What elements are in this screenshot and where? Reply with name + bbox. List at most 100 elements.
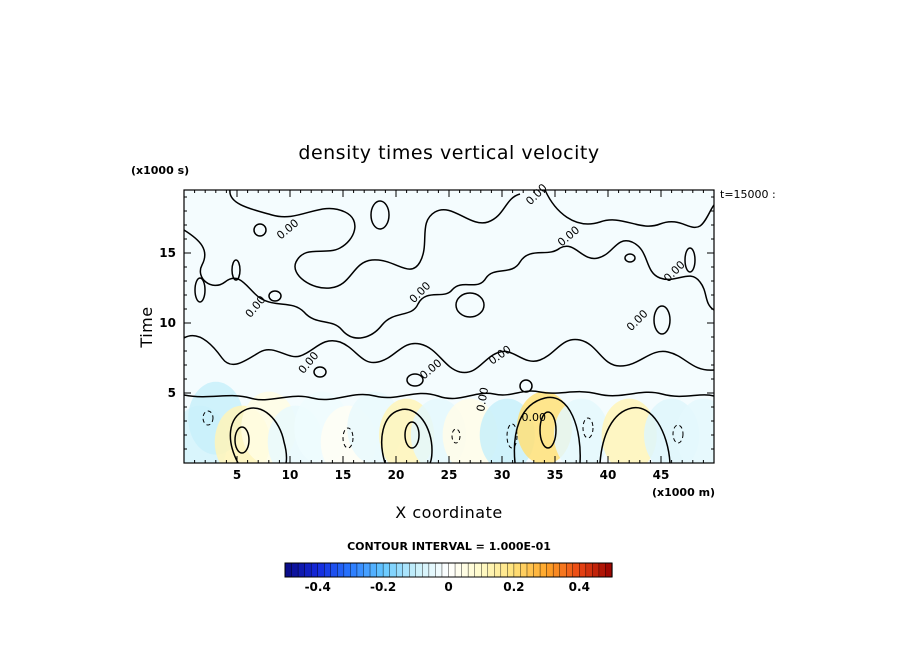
colorbar-tick-label: -0.2 — [370, 580, 396, 594]
zero-contour — [229, 190, 521, 289]
colorbar-segment — [559, 562, 567, 578]
negative-contour — [342, 427, 354, 449]
y-axis-label: Time — [137, 306, 156, 348]
colorbar-tick-label: 0 — [444, 580, 452, 594]
colorbar-segment — [500, 562, 508, 578]
colorbar-segment — [435, 562, 443, 578]
colorbar-segment — [310, 562, 319, 578]
colorbar-segment — [350, 562, 358, 578]
positive-contour — [404, 421, 420, 449]
colorbar-segment — [507, 562, 515, 578]
colorbar-segment — [448, 562, 456, 578]
colorbar-segment — [297, 562, 306, 578]
x-tick-label: 5 — [233, 468, 241, 482]
colorbar-segment — [343, 562, 351, 578]
y-tick-label: 10 — [159, 316, 176, 330]
colorbar-tick-label: -0.4 — [305, 580, 331, 594]
colorbar-segment — [598, 562, 607, 578]
small-contour — [624, 253, 636, 263]
colorbar-frame — [284, 562, 613, 578]
shading-layer — [184, 190, 714, 463]
x-axis: 5 10 15 20 25 30 35 40 45 — [194, 190, 704, 482]
zero-contour — [184, 335, 714, 374]
zero-contour — [184, 390, 714, 401]
field-cell — [601, 398, 657, 463]
negative-contour — [451, 428, 461, 444]
x-tick-label: 35 — [547, 468, 564, 482]
y-tick-label: 15 — [159, 246, 176, 260]
small-contour — [370, 200, 390, 230]
colorbar-segment — [409, 562, 417, 578]
colorbar-segment — [389, 562, 397, 578]
zero-contour — [184, 229, 561, 339]
colorbar-segment — [539, 562, 548, 578]
x-tick-label: 40 — [600, 468, 617, 482]
field-cell — [675, 398, 714, 463]
negative-contour — [202, 410, 214, 426]
colorbar-segment — [605, 562, 613, 578]
negative-contour — [582, 417, 594, 439]
zero-contour — [559, 240, 714, 311]
colorbar-segment — [395, 562, 404, 578]
small-contour — [194, 277, 206, 303]
x-axis-label: X coordinate — [395, 503, 502, 522]
colorbar-segment — [552, 562, 561, 578]
zero-contour — [513, 396, 581, 463]
x-tick-label: 25 — [441, 468, 458, 482]
colorbar-segment — [579, 562, 587, 578]
colorbar-segment — [454, 562, 463, 578]
x-tick-label: 15 — [335, 468, 352, 482]
negative-contour — [506, 423, 518, 449]
colorbar-segment — [369, 562, 378, 578]
colorbar-segment — [363, 562, 371, 578]
time-stamp: t=15000 : — [720, 188, 776, 201]
colorbar-segment — [337, 562, 345, 578]
colorbar-segment — [481, 562, 489, 578]
colorbar-segment — [526, 562, 535, 578]
colorbar-segment — [566, 562, 574, 578]
colorbar-segment — [572, 562, 580, 578]
small-contour — [313, 366, 327, 378]
contour-interval: CONTOUR INTERVAL = 1.000E-01 — [347, 540, 551, 553]
zero-contour — [599, 406, 671, 463]
small-contour — [406, 373, 424, 387]
colorbar-segment — [467, 562, 476, 578]
colorbar-segment — [356, 562, 365, 578]
y-tick-label: 5 — [168, 386, 176, 400]
colorbar-segment — [546, 562, 554, 578]
small-contour — [268, 290, 282, 302]
colorbar-segment — [533, 562, 541, 578]
colorbar-segment — [474, 562, 482, 578]
contour-label: 0.00 — [522, 411, 547, 424]
zero-contour — [544, 190, 714, 229]
small-contour — [455, 292, 485, 318]
colorbar-segment — [376, 562, 384, 578]
colorbar-ticks: -0.4 -0.2 0 0.2 0.4 — [305, 580, 590, 594]
positive-contour — [234, 426, 250, 454]
y-axis-unit: (x1000 s) — [131, 164, 189, 177]
small-contour — [684, 247, 696, 273]
positive-contour — [539, 411, 557, 449]
small-contour — [653, 305, 671, 335]
colorbar-segment — [317, 562, 325, 578]
colorbar-tick-label: 0.4 — [569, 580, 590, 594]
colorbar-segment — [592, 562, 600, 578]
colorbar-segment — [441, 562, 450, 578]
x-tick-label: 30 — [494, 468, 511, 482]
colorbar — [284, 562, 613, 578]
colorbar-segment — [487, 562, 495, 578]
colorbar-segment — [494, 562, 502, 578]
colorbar-segment — [402, 562, 410, 578]
colorbar-segment — [284, 562, 293, 578]
x-tick-label: 45 — [653, 468, 670, 482]
colorbar-segment — [415, 562, 423, 578]
colorbar-segment — [513, 562, 522, 578]
chart-title: density times vertical velocity — [298, 142, 599, 164]
x-tick-label: 10 — [282, 468, 299, 482]
colorbar-segment — [428, 562, 437, 578]
colorbar-segment — [382, 562, 391, 578]
x-axis-unit: (x1000 m) — [652, 486, 715, 499]
colorbar-segment — [461, 562, 469, 578]
zero-contour — [381, 408, 433, 463]
